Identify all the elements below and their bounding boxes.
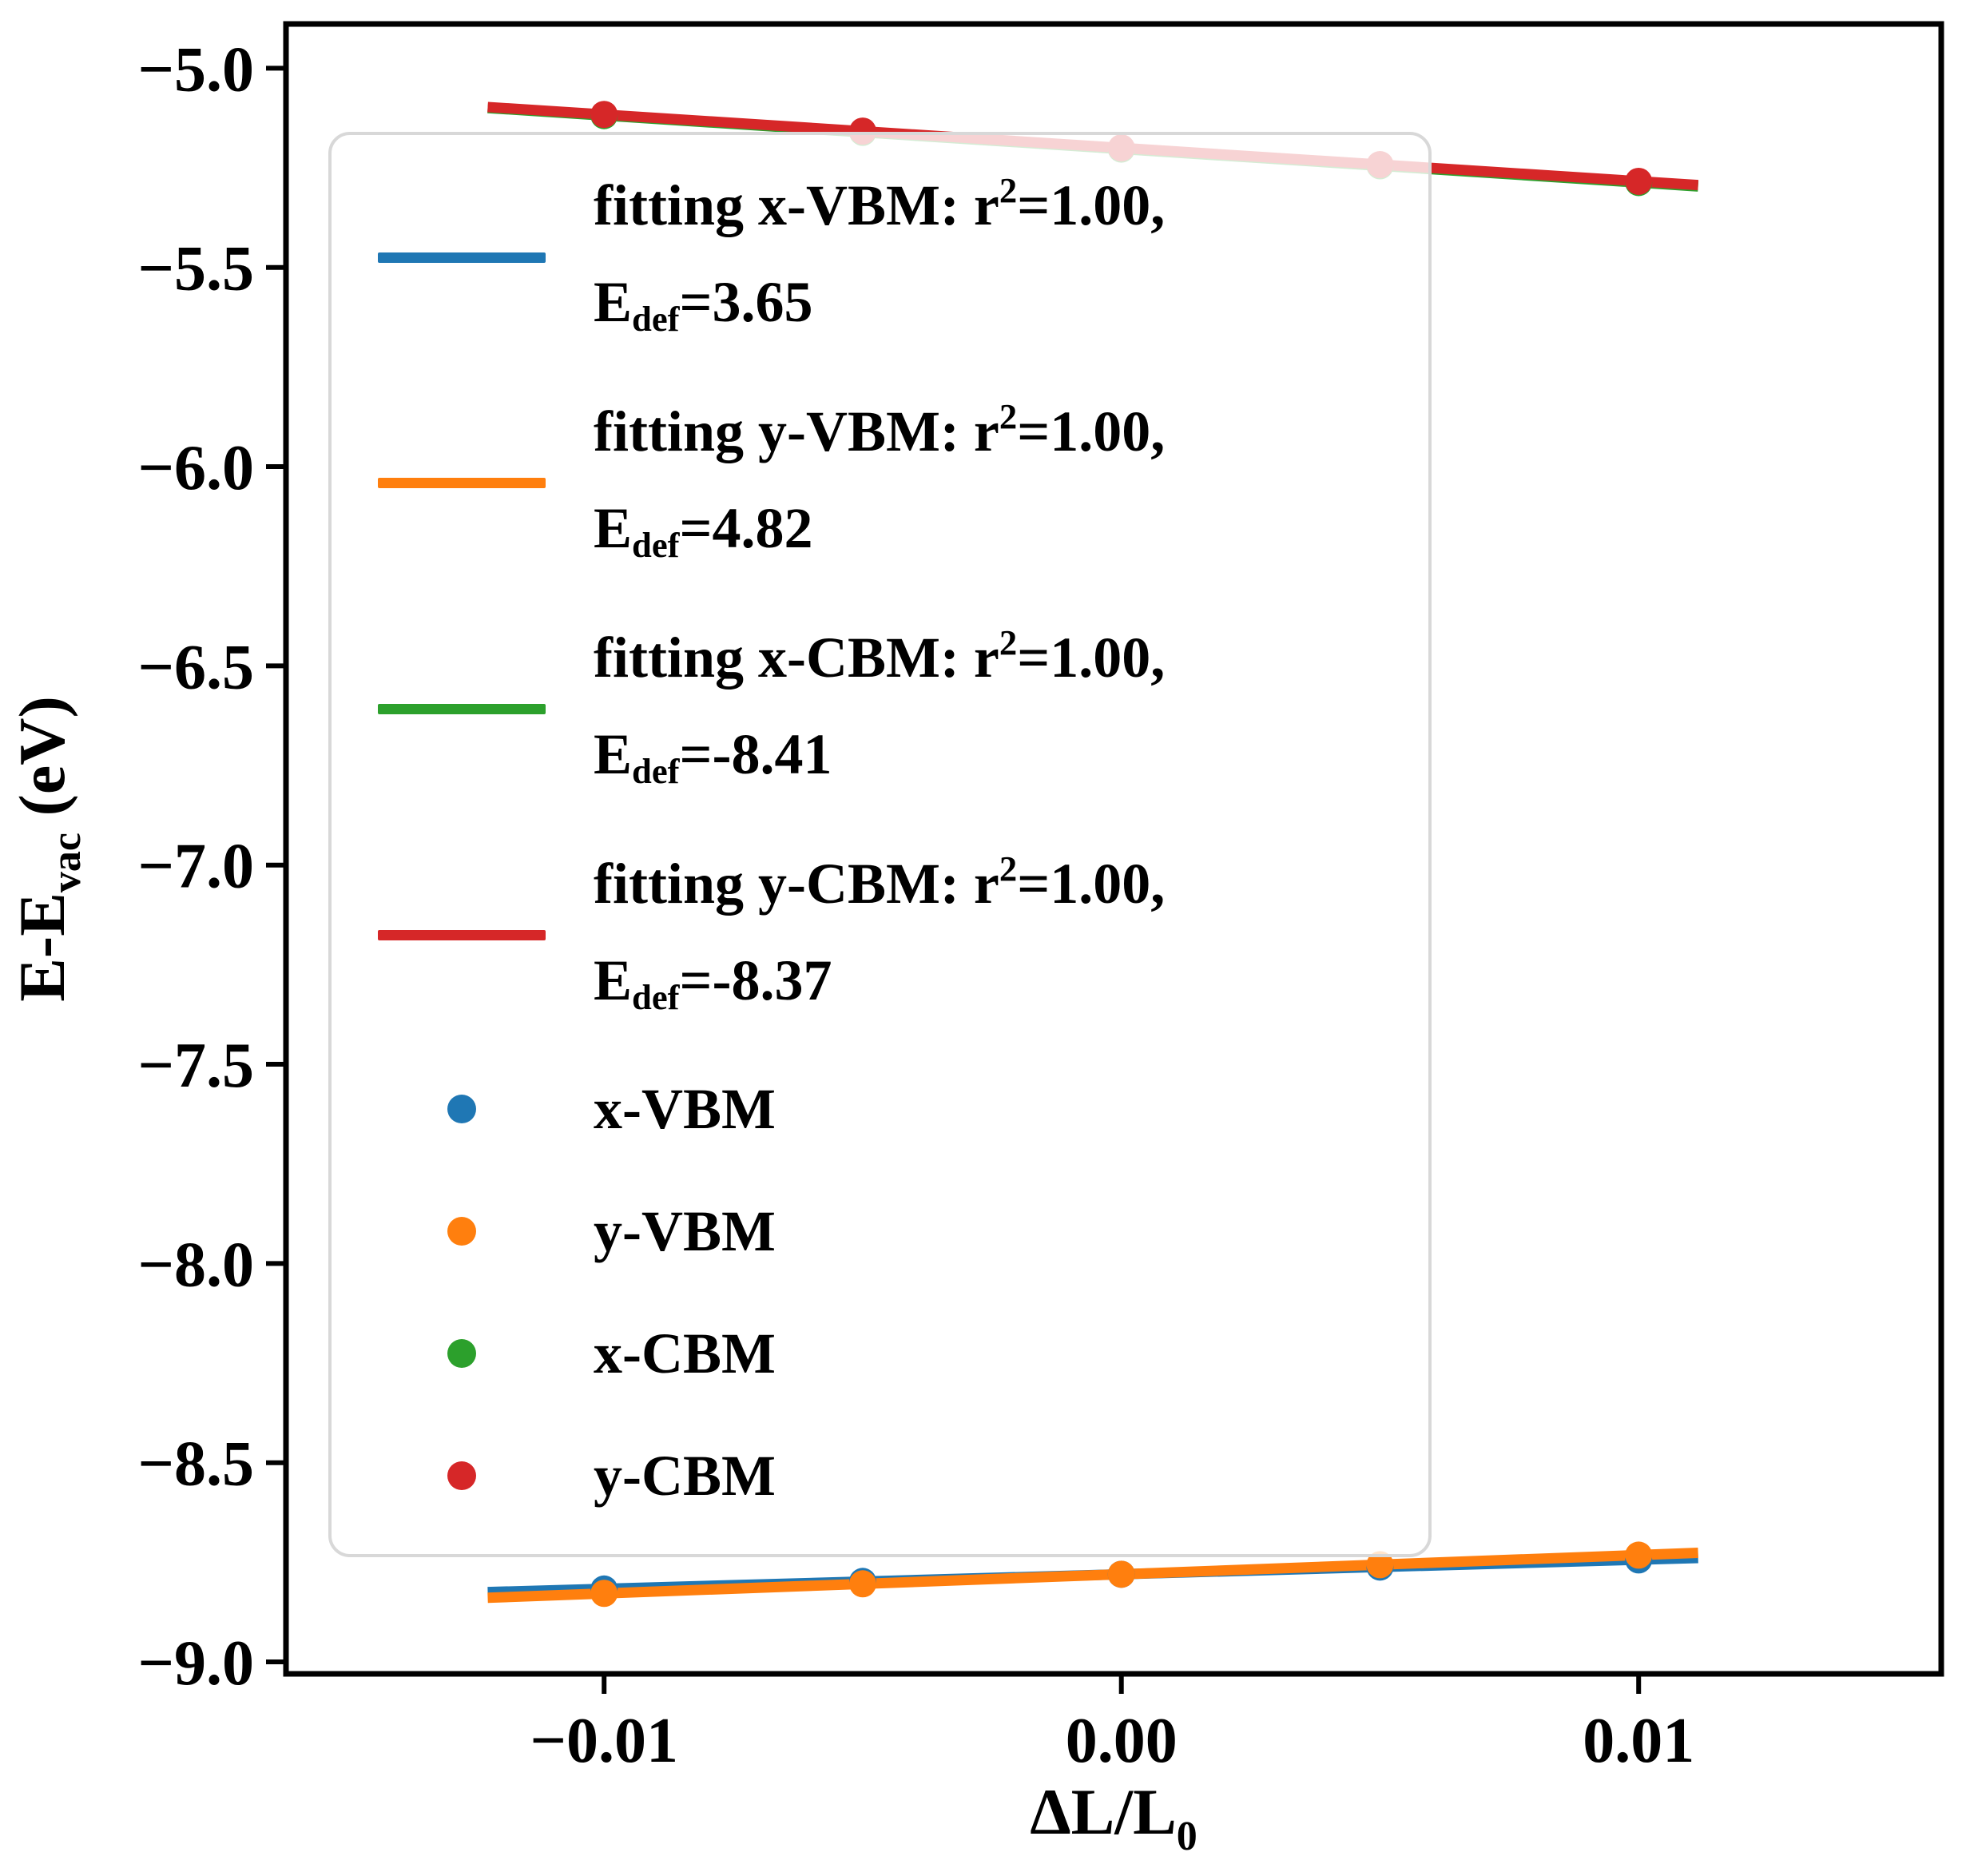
x-tick-label: 0.00 [1066, 1706, 1178, 1776]
x-tick-label: −0.01 [530, 1706, 678, 1776]
scatter-point-y-cbm [590, 101, 618, 129]
legend-entry: y-CBM [330, 1431, 1414, 1520]
y-tick-label: −8.0 [137, 1230, 254, 1300]
scatter-point-y-vbm [1366, 1551, 1394, 1579]
legend-label: fitting x-VBM: r2=1.00, Edef=3.65 [594, 170, 1166, 340]
scatter-point-y-vbm [848, 1570, 876, 1598]
legend-label: y-VBM [594, 1199, 776, 1264]
y-tick-label: −5.5 [137, 234, 254, 304]
legend-label: x-CBM [594, 1322, 776, 1386]
legend-entry: y-VBM [330, 1186, 1414, 1276]
legend-entry: fitting x-VBM: r2=1.00, Edef=3.65 [330, 161, 1414, 354]
legend-line-swatch [378, 704, 546, 715]
y-tick-label: −7.0 [137, 832, 254, 902]
legend-entry: x-VBM [330, 1064, 1414, 1154]
scatter-point-y-vbm [1107, 1560, 1135, 1588]
y-tick-label: −9.0 [137, 1628, 254, 1699]
legend-line-swatch [378, 478, 546, 489]
scatter-point-y-vbm [1625, 1541, 1653, 1569]
legend-box [328, 132, 1432, 1557]
x-tick-label: 0.01 [1583, 1706, 1694, 1776]
legend-line-swatch [378, 930, 546, 941]
y-tick-label: −6.0 [137, 433, 254, 503]
axes-spines [283, 21, 1944, 1677]
x-axis-label: ΔL/L0 [1030, 1775, 1197, 1859]
y-tick-label: −5.0 [137, 34, 254, 105]
scatter-point-y-vbm [590, 1580, 618, 1608]
legend-entry: fitting x-CBM: r2=1.00, Edef=-8.41 [330, 613, 1414, 806]
legend-marker-swatch [447, 1095, 476, 1124]
legend-marker-swatch [447, 1217, 476, 1246]
legend-label: y-CBM [594, 1443, 776, 1508]
legend-entry: fitting y-VBM: r2=1.00, Edef=4.82 [330, 387, 1414, 580]
y-axis-label: E-Evac (eV) [6, 696, 89, 1002]
legend-marker-swatch [447, 1339, 476, 1369]
legend: fitting x-VBM: r2=1.00, Edef=3.65 fitting … [330, 133, 1430, 1556]
legend-label: x-VBM [594, 1077, 776, 1142]
legend-marker-swatch [447, 1461, 476, 1490]
legend-entry: fitting y-CBM: r2=1.00, Edef=-8.37 [330, 839, 1414, 1032]
y-tick-label: −6.5 [137, 632, 254, 702]
legend-line-swatch [378, 252, 546, 263]
scatter-point-y-cbm [1625, 167, 1653, 195]
y-tick-label: −8.5 [137, 1429, 254, 1500]
y-tick-label: −7.5 [137, 1031, 254, 1101]
legend-label: fitting x-CBM: r2=1.00, Edef=-8.41 [594, 622, 1166, 792]
legend-entry: x-CBM [330, 1309, 1414, 1398]
legend-label: fitting y-CBM: r2=1.00, Edef=-8.37 [594, 848, 1166, 1018]
fit-line-y-vbm [487, 1548, 1698, 1604]
legend-label: fitting y-VBM: r2=1.00, Edef=4.82 [594, 396, 1166, 566]
